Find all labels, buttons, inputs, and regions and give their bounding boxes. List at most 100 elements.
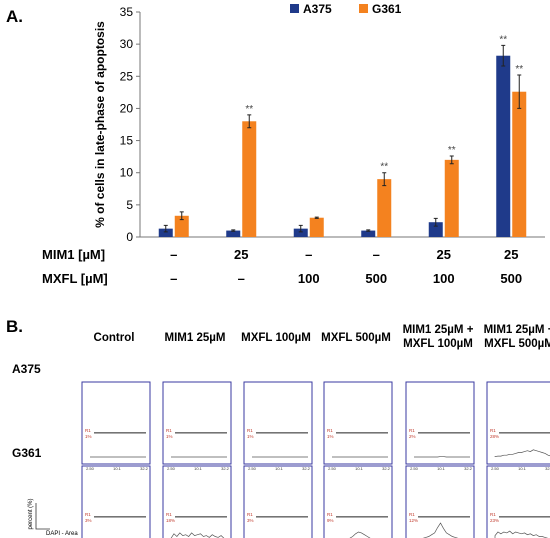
gate-percent: 1%: [327, 434, 334, 439]
y-tick-label: 10: [120, 166, 134, 180]
histogram-frame: [243, 381, 313, 465]
gate-label: R1: [409, 428, 415, 433]
legend-label-g361: G361: [372, 2, 402, 16]
histogram-x-tick: 2.50: [491, 466, 500, 471]
y-tick-label: 25: [120, 69, 134, 83]
treatment-value: 500: [500, 271, 522, 286]
histogram-frame: [162, 465, 232, 538]
gate-label: R1: [85, 428, 91, 433]
histogram-x-tick: 2.50: [328, 466, 337, 471]
histogram-frame: [323, 465, 393, 538]
gate-label: R1: [85, 512, 91, 517]
gate-percent: 12%: [409, 518, 418, 523]
gate-label: R1: [247, 428, 253, 433]
treatment-row-label: MIM1 [µM]: [42, 247, 105, 262]
panel-a-label: A.: [6, 7, 23, 26]
column-header: MXFL 100µM: [241, 332, 311, 344]
treatment-value: 100: [433, 271, 455, 286]
histogram-x-tick: 32.2: [464, 466, 473, 471]
histogram-x-tick: 2.50: [410, 466, 419, 471]
y-tick-label: 0: [126, 230, 133, 244]
column-header: MIM1 25µM: [165, 332, 226, 344]
flow-histogram-grid: Control MIM1 25µM MXFL 100µM MXFL 500µM MIM1…: [12, 324, 550, 538]
histogram-frame: [243, 465, 313, 538]
histogram-profile: [494, 449, 550, 457]
histogram-frame: [81, 465, 151, 538]
histogram-x-label: DAPI - Area: [46, 531, 78, 537]
treatment-value: –: [170, 247, 177, 262]
column-header: MIM1 25µM +: [484, 324, 550, 336]
column-header: MXFL 100µM: [403, 338, 473, 350]
treatment-value: 100: [298, 271, 320, 286]
y-tick-label: 30: [120, 37, 134, 51]
error-bar: [382, 172, 387, 187]
error-bar: [247, 114, 252, 129]
gate-percent: 1%: [166, 434, 173, 439]
bar-a375-4: [361, 230, 376, 237]
gate-percent: 3%: [247, 518, 254, 523]
treatment-value: 25: [504, 247, 518, 262]
histogram-frame: [81, 381, 151, 465]
gate-label: R1: [166, 512, 172, 517]
histogram-x-tick: 32.2: [140, 466, 149, 471]
bar-g361-4: [377, 179, 392, 237]
bar-a375-1: [158, 228, 173, 237]
histogram-x-tick: 32.2: [221, 466, 230, 471]
histogram-frame: [405, 381, 475, 465]
error-bar: [501, 44, 506, 67]
gate-percent: 3%: [85, 518, 92, 523]
treatment-value: –: [305, 247, 312, 262]
gate-percent: 2%: [409, 434, 416, 439]
significance-label: **: [380, 162, 388, 173]
histogram-x-tick: 10.1: [275, 466, 284, 471]
bar-chart-apoptosis: 0 5 10 15 20 25 30 35 % of cells in late-phase o…: [42, 2, 545, 286]
gate-label: R1: [490, 428, 496, 433]
y-axis-label: % of cells in late-phase of apoptosis: [93, 21, 107, 228]
y-tick-label: 15: [120, 134, 134, 148]
histogram-profile: [170, 532, 225, 538]
row-label-a375: A375: [12, 362, 41, 376]
histogram-frame: [162, 381, 232, 465]
gate-percent: 28%: [490, 434, 499, 439]
gate-label: R1: [327, 512, 333, 517]
error-bar: [517, 74, 522, 109]
error-bar: [179, 211, 184, 221]
histogram-x-tick: 10.1: [355, 466, 364, 471]
significance-label: **: [448, 145, 456, 156]
histogram-profile: [494, 530, 549, 538]
treatment-row-label: MXFL [µM]: [42, 271, 108, 286]
histogram-x-tick: 32.2: [545, 466, 550, 471]
histogram-frame: [323, 381, 393, 465]
gate-percent: 1%: [247, 434, 254, 439]
histogram-x-tick: 10.1: [518, 466, 527, 471]
histogram-profile: [422, 522, 459, 538]
histogram-y-label: percent (%): [28, 498, 34, 529]
legend-swatch-a375: [290, 4, 299, 13]
bar-g361-5: [444, 159, 459, 237]
significance-label: **: [245, 104, 253, 115]
gate-label: R1: [166, 428, 172, 433]
column-header: Control: [94, 332, 135, 344]
histogram-frame: [405, 465, 475, 538]
gate-label: R1: [327, 428, 333, 433]
histogram-x-tick: 2.50: [86, 466, 95, 471]
gate-label: R1: [247, 512, 253, 517]
legend-swatch-g361: [359, 4, 368, 13]
treatment-value: –: [373, 247, 380, 262]
histogram-x-tick: 2.50: [167, 466, 176, 471]
gate-percent: 23%: [490, 518, 499, 523]
histogram-axis-key: [35, 503, 50, 530]
bar-g361-1: [174, 215, 189, 237]
error-bar: [366, 229, 371, 232]
treatment-value: 25: [234, 247, 248, 262]
bar-g361-2: [242, 121, 257, 237]
error-bar: [449, 155, 454, 165]
bar-a375-2: [226, 230, 241, 237]
column-header: MXFL 500µM: [321, 332, 391, 344]
bar-a375-3: [293, 228, 308, 237]
significance-label: **: [499, 34, 507, 45]
row-label-g361: G361: [12, 446, 42, 460]
error-bar: [433, 217, 438, 227]
column-header: MIM1 25µM +: [403, 324, 474, 336]
bar-g361-6: [512, 91, 527, 237]
